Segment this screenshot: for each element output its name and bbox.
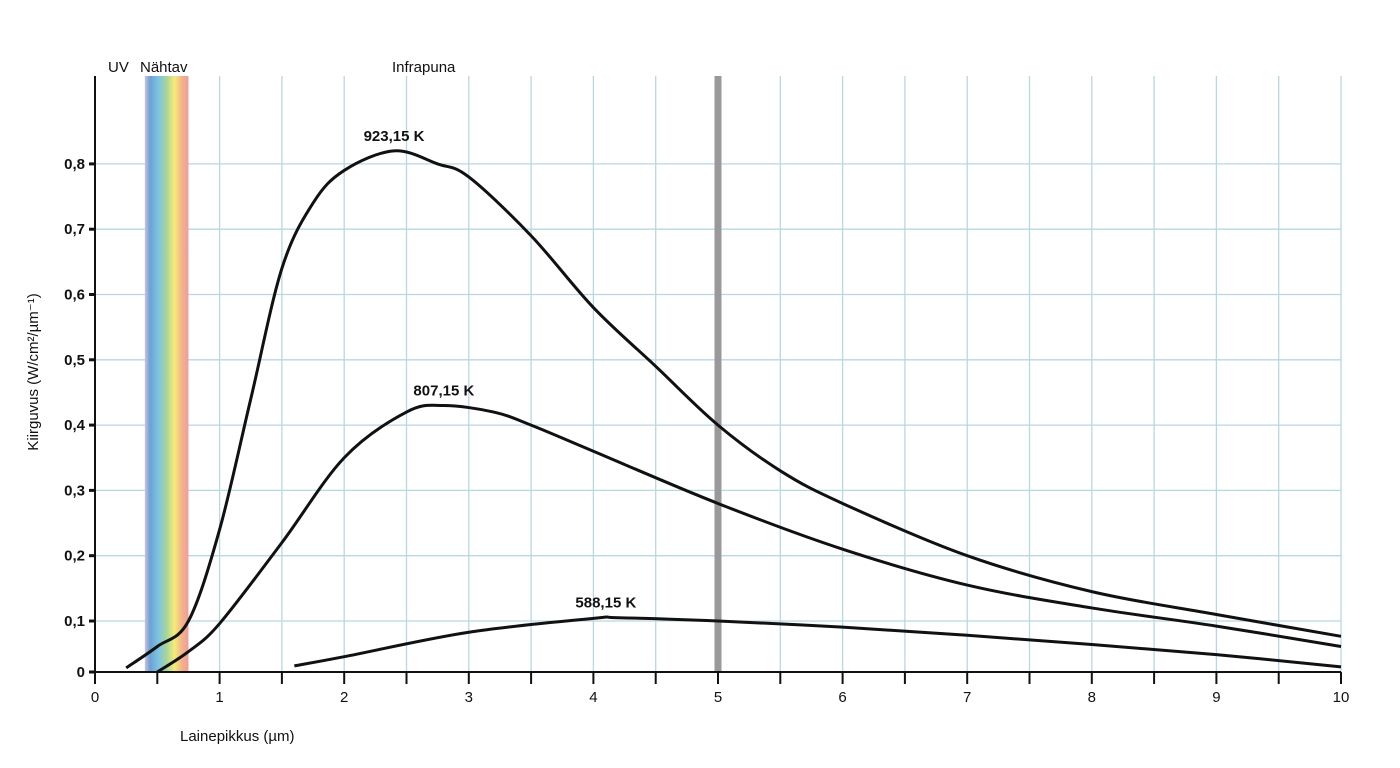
x-tick-label: 1 bbox=[215, 689, 223, 706]
x-tick-label: 10 bbox=[1333, 689, 1350, 706]
y-tick-label: 0,6 bbox=[64, 287, 85, 304]
x-tick-label: 6 bbox=[838, 689, 846, 706]
visible-region-label: Nähtav bbox=[140, 59, 188, 76]
y-tick-label: 0,2 bbox=[64, 548, 85, 565]
y-tick-label: 0,3 bbox=[64, 482, 85, 499]
series-label: 588,15 K bbox=[575, 595, 636, 612]
plot-marks: 923,15 K 807,15 K 588,15 K bbox=[125, 76, 1342, 674]
x-tick-label: 8 bbox=[1088, 689, 1096, 706]
series-label: 807,15 K bbox=[413, 383, 474, 400]
y-tick-label: 0,4 bbox=[64, 417, 86, 434]
x-axis-label: Lainepikkus (µm) bbox=[180, 728, 295, 745]
series-label: 923,15 K bbox=[364, 128, 425, 145]
x-tick-label: 0 bbox=[91, 689, 99, 706]
x-tick-label: 7 bbox=[963, 689, 971, 706]
x-tick-label: 3 bbox=[465, 689, 473, 706]
x-tick-label: 9 bbox=[1212, 689, 1220, 706]
x-tick-label: 5 bbox=[714, 689, 722, 706]
y-axis-label: Kiirguvus (W/cm²/µm⁻¹) bbox=[25, 293, 42, 450]
y-tick-label: 0,5 bbox=[64, 352, 85, 369]
y-tick-label: 0,8 bbox=[64, 156, 85, 173]
series-curve bbox=[294, 615, 1342, 669]
visible-spectrum-band bbox=[144, 76, 189, 672]
y-tick-label: 0,1 bbox=[64, 613, 85, 630]
x-tick-label: 4 bbox=[589, 689, 597, 706]
y-tick-label: 0 bbox=[77, 664, 85, 681]
axes: 0 1 2 3 4 5 6 7 8 9 10 0 0,1 0,2 0,3 0,4 0,5 0,6 0,7 0,8 bbox=[64, 76, 1349, 706]
uv-region-label: UV bbox=[108, 59, 129, 76]
infrared-region-label: Infrapuna bbox=[392, 59, 456, 76]
series-curve bbox=[125, 149, 1342, 670]
y-tick-label: 0,7 bbox=[64, 221, 85, 238]
x-tick-label: 2 bbox=[340, 689, 348, 706]
series-curve bbox=[156, 403, 1342, 674]
